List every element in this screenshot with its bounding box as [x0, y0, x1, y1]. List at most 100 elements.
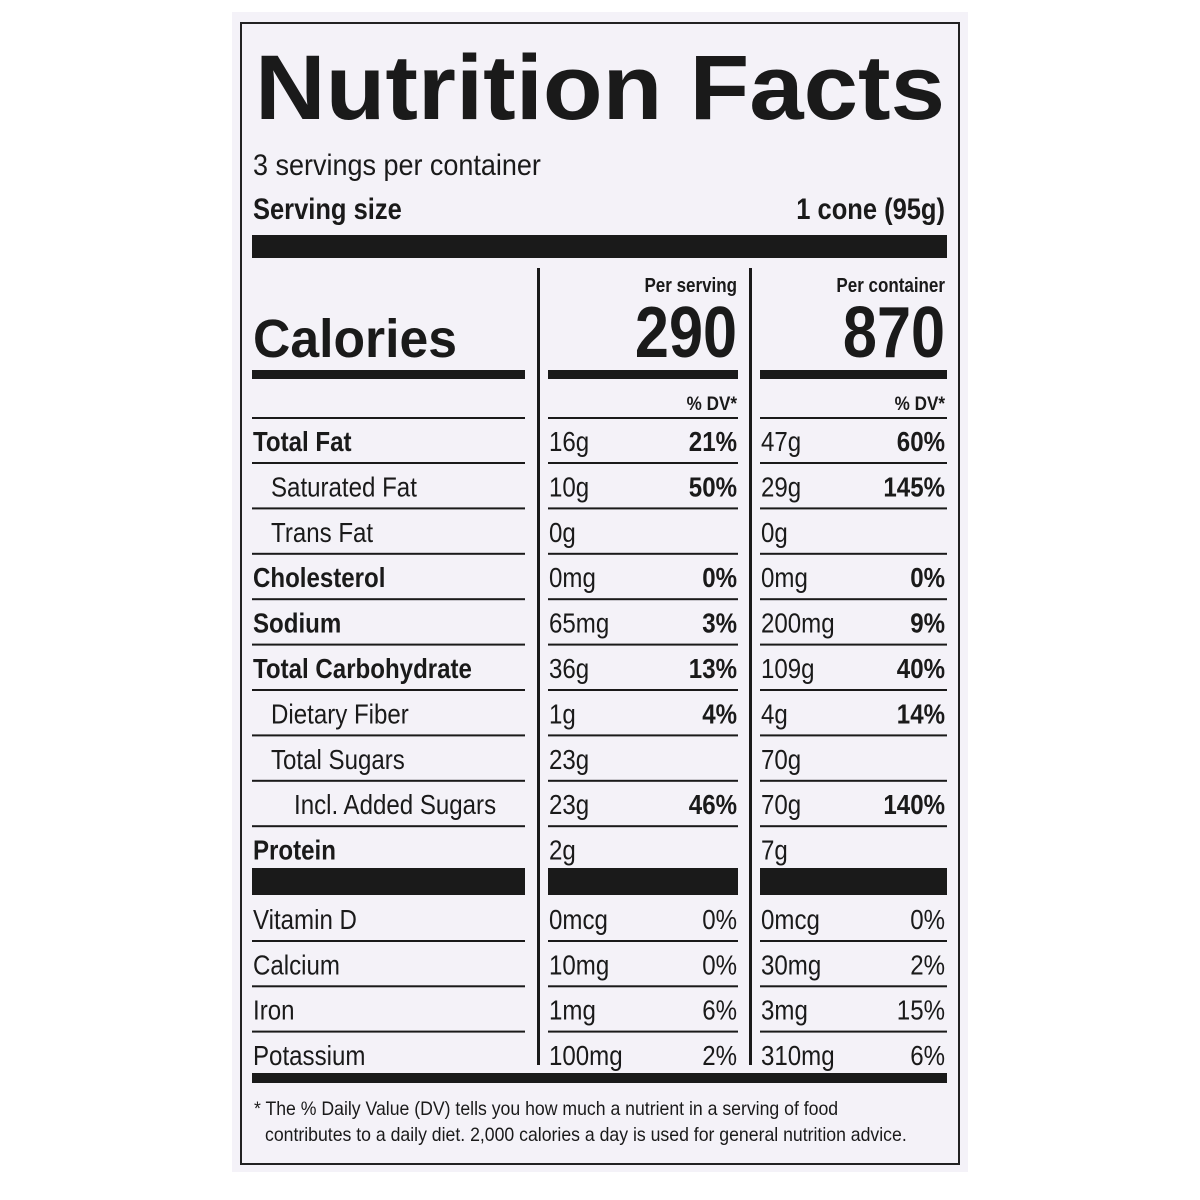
amount: 65mg	[549, 607, 609, 639]
row-rule	[252, 689, 525, 691]
thick-rule	[760, 370, 947, 379]
amount: 0mg	[761, 561, 808, 593]
nutrient-name: Total Carbohydrate	[253, 652, 472, 684]
amount: 2g	[549, 834, 576, 866]
nutrient-name: Sodium	[253, 607, 341, 639]
amount: 1g	[549, 698, 576, 730]
row-rule	[760, 507, 947, 510]
amount: 4g	[761, 698, 788, 730]
row-rule	[548, 598, 738, 601]
row-rule	[760, 462, 947, 464]
row-rule	[252, 598, 525, 601]
amount: 47g	[761, 425, 801, 457]
row-rule	[252, 985, 525, 988]
row-rule	[760, 940, 947, 942]
daily-value: 50%	[689, 471, 737, 503]
amount: 0mg	[549, 561, 596, 593]
nutrient-name: Incl. Added Sugars	[294, 788, 496, 820]
row-rule	[760, 779, 947, 782]
thick-rule	[760, 868, 947, 895]
row-rule	[252, 552, 525, 555]
row-rule	[760, 1030, 947, 1033]
daily-value: 15%	[897, 994, 945, 1026]
nutrient-name: Vitamin D	[253, 903, 357, 935]
daily-value: 6%	[702, 994, 737, 1026]
row-rule	[760, 598, 947, 601]
row-rule	[252, 417, 525, 419]
nutrient-name: Protein	[253, 834, 336, 866]
row-rule	[252, 779, 525, 782]
row-rule	[548, 1030, 738, 1033]
amount: 0mcg	[549, 903, 608, 935]
thick-rule	[252, 370, 525, 379]
row-rule	[252, 507, 525, 510]
row-rule	[760, 825, 947, 828]
row-rule	[760, 552, 947, 555]
row-rule	[252, 734, 525, 737]
footnote: contributes to a daily diet. 2,000 calor…	[265, 1123, 907, 1145]
row-rule	[252, 462, 525, 464]
daily-value: 13%	[689, 652, 737, 684]
amount: 10mg	[549, 949, 609, 981]
daily-value: 3%	[702, 607, 737, 639]
amount: 200mg	[761, 607, 835, 639]
row-rule	[760, 734, 947, 737]
thick-rule	[548, 868, 738, 895]
row-rule	[760, 417, 947, 419]
daily-value: 6%	[910, 1039, 945, 1071]
amount: 70g	[761, 743, 801, 775]
column-divider	[537, 268, 540, 1065]
calories-value: 290	[635, 293, 737, 373]
nutrient-name: Saturated Fat	[271, 471, 418, 503]
daily-value: 46%	[689, 788, 737, 820]
daily-value: 0%	[702, 949, 737, 981]
amount: 0mcg	[761, 903, 820, 935]
nutrient-name: Cholesterol	[253, 561, 385, 593]
daily-value: 2%	[702, 1039, 737, 1071]
daily-value: 14%	[897, 698, 945, 730]
amount: 23g	[549, 788, 589, 820]
amount: 109g	[761, 652, 815, 684]
thick-rule	[252, 868, 525, 895]
amount: 36g	[549, 652, 589, 684]
nutrient-name: Total Sugars	[271, 743, 405, 775]
serving-size-label: Serving size	[253, 192, 402, 225]
daily-value: 0%	[702, 903, 737, 935]
calories-value: 870	[843, 293, 945, 373]
daily-value: 0%	[702, 561, 737, 593]
amount: 1mg	[549, 994, 596, 1026]
row-rule	[548, 552, 738, 555]
column-divider	[749, 268, 752, 1065]
row-rule	[760, 985, 947, 988]
row-rule	[548, 985, 738, 988]
amount: 100mg	[549, 1039, 623, 1071]
footnote: * The % Daily Value (DV) tells you how m…	[254, 1097, 838, 1119]
amount: 29g	[761, 471, 801, 503]
row-rule	[548, 417, 738, 419]
row-rule	[548, 940, 738, 942]
row-rule	[548, 734, 738, 737]
daily-value: 140%	[883, 788, 945, 820]
amount: 16g	[549, 425, 589, 457]
dv-header: % DV*	[687, 393, 738, 414]
amount: 0g	[761, 516, 788, 548]
label-border	[240, 22, 960, 1165]
row-rule	[548, 689, 738, 691]
label-background	[232, 12, 968, 1172]
daily-value: 9%	[910, 607, 945, 639]
amount: 70g	[761, 788, 801, 820]
amount: 310mg	[761, 1039, 835, 1071]
row-rule	[548, 507, 738, 510]
nutrient-name: Calcium	[253, 949, 340, 981]
dv-header: % DV*	[895, 393, 946, 414]
daily-value: 0%	[910, 903, 945, 935]
row-rule	[252, 643, 525, 646]
daily-value: 21%	[689, 425, 737, 457]
row-rule	[760, 689, 947, 691]
thick-rule	[252, 235, 947, 258]
thick-rule	[548, 370, 738, 379]
thick-rule	[252, 1073, 947, 1083]
row-rule	[548, 462, 738, 464]
